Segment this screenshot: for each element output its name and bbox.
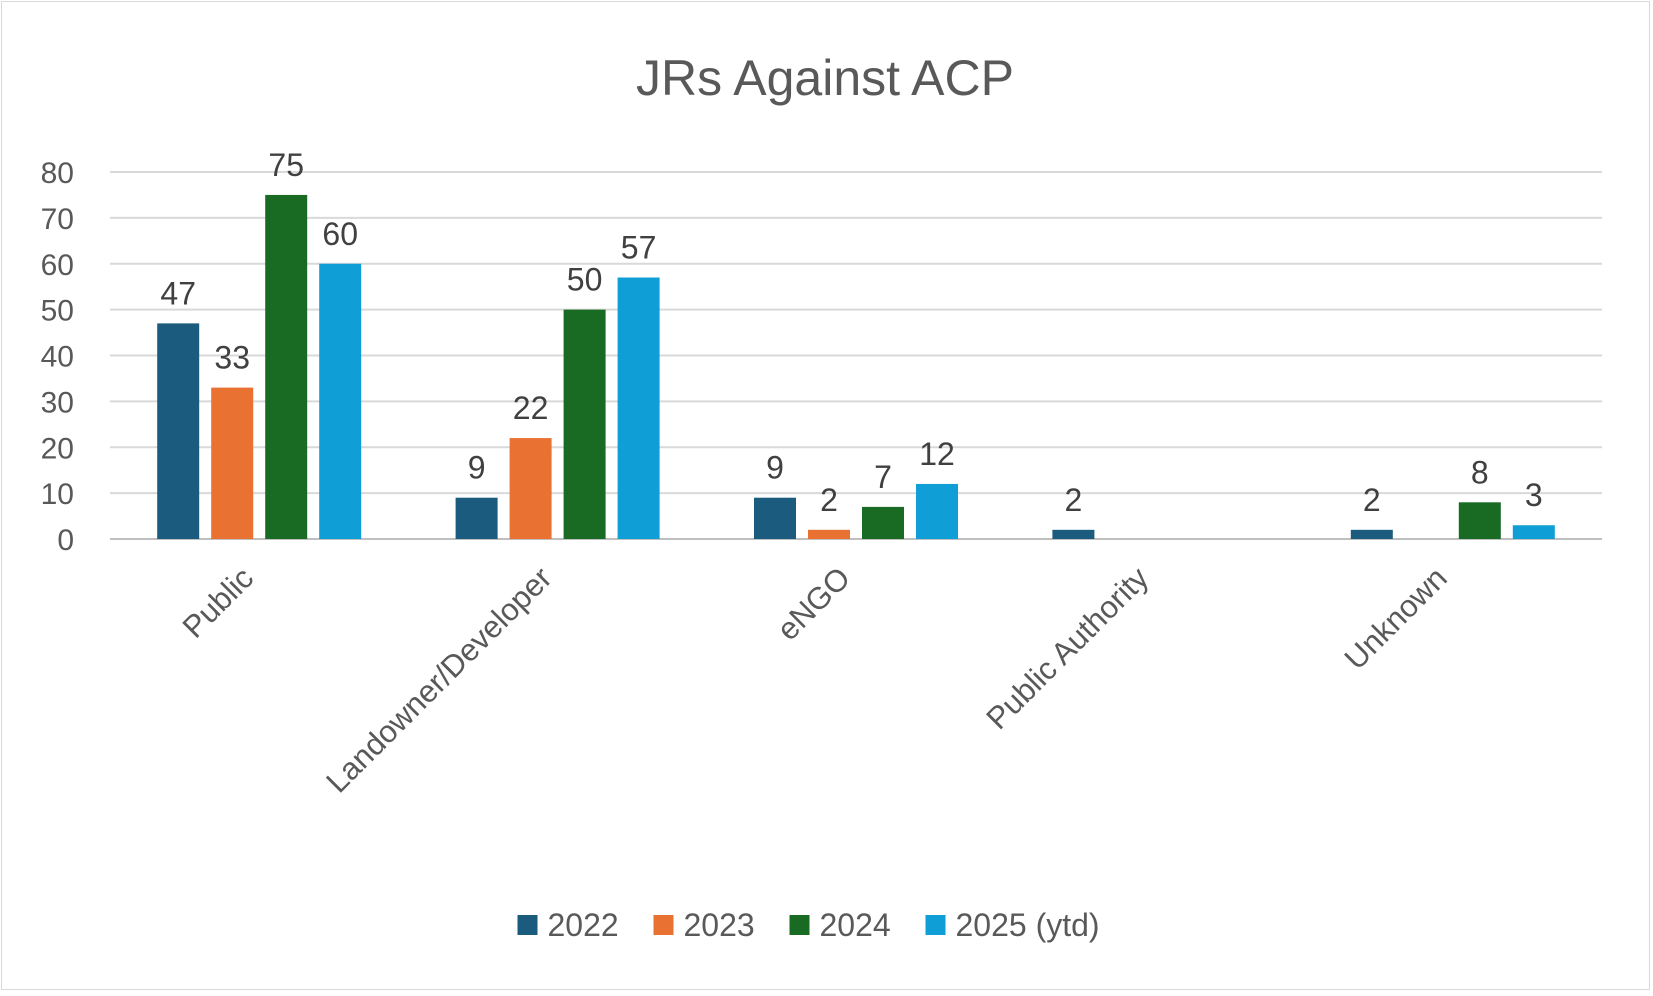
y-tick-label: 50 xyxy=(41,295,74,328)
y-tick-label: 40 xyxy=(41,341,74,374)
bar xyxy=(265,194,308,539)
y-tick-label: 70 xyxy=(41,203,74,236)
legend-swatch xyxy=(517,915,538,935)
category-label: Landowner/Developer xyxy=(319,560,558,799)
y-tick-label: 80 xyxy=(41,157,74,190)
bar xyxy=(509,438,552,539)
data-label: 22 xyxy=(513,390,549,426)
data-label: 3 xyxy=(1525,477,1543,513)
bar xyxy=(916,483,958,539)
bar xyxy=(1052,529,1095,539)
category-label: Public Authority xyxy=(980,560,1156,736)
legend-item: 2025 (ytd) xyxy=(925,907,1100,943)
bar xyxy=(754,497,796,539)
bar xyxy=(211,387,254,539)
y-tick-label: 20 xyxy=(41,432,74,465)
x-axis: Public Landowner/Developer eNGO Public Auth… xyxy=(176,560,1454,800)
data-label: 50 xyxy=(567,262,603,298)
bar xyxy=(1458,502,1501,539)
legend-label: 2024 xyxy=(820,907,891,943)
bar xyxy=(617,277,660,539)
bar xyxy=(157,323,200,539)
bars xyxy=(157,194,1555,539)
chart-title: JRs Against ACP xyxy=(636,50,1014,106)
bar xyxy=(1512,525,1555,539)
legend-item: 2022 xyxy=(517,907,619,943)
data-label: 8 xyxy=(1471,454,1489,490)
category-label: eNGO xyxy=(770,560,857,647)
data-label: 9 xyxy=(468,450,486,486)
legend: 2022 2023 2024 2025 (ytd) xyxy=(517,907,1100,943)
data-label: 47 xyxy=(160,275,196,311)
legend-swatch xyxy=(789,915,810,935)
data-label: 2 xyxy=(1065,482,1083,518)
bar xyxy=(862,506,904,539)
legend-label: 2025 (ytd) xyxy=(956,907,1100,943)
bar xyxy=(563,309,606,539)
data-label: 33 xyxy=(214,340,250,376)
data-label: 2 xyxy=(1363,482,1381,518)
bar xyxy=(319,263,362,539)
data-label: 60 xyxy=(322,216,358,252)
legend-label: 2022 xyxy=(548,907,619,943)
legend-item: 2023 xyxy=(653,907,755,943)
data-label: 12 xyxy=(919,436,955,472)
data-label: 7 xyxy=(874,459,892,495)
y-tick-label: 30 xyxy=(41,386,74,419)
bar xyxy=(808,529,850,539)
data-label: 9 xyxy=(766,450,784,486)
category-label: Unknown xyxy=(1338,560,1454,676)
y-axis: 0 10 20 30 40 50 60 70 80 xyxy=(41,157,74,557)
legend-label: 2023 xyxy=(684,907,755,943)
y-tick-label: 60 xyxy=(41,249,74,282)
y-tick-label: 10 xyxy=(41,478,74,511)
legend-item: 2024 xyxy=(789,907,891,943)
data-label: 2 xyxy=(820,482,838,518)
category-label: Public xyxy=(176,560,260,644)
bar xyxy=(455,497,498,539)
legend-swatch xyxy=(925,915,946,935)
legend-swatch xyxy=(653,915,674,935)
bar xyxy=(1350,529,1393,539)
data-label: 75 xyxy=(268,147,304,183)
y-tick-label: 0 xyxy=(57,524,74,557)
data-label: 57 xyxy=(621,230,657,266)
